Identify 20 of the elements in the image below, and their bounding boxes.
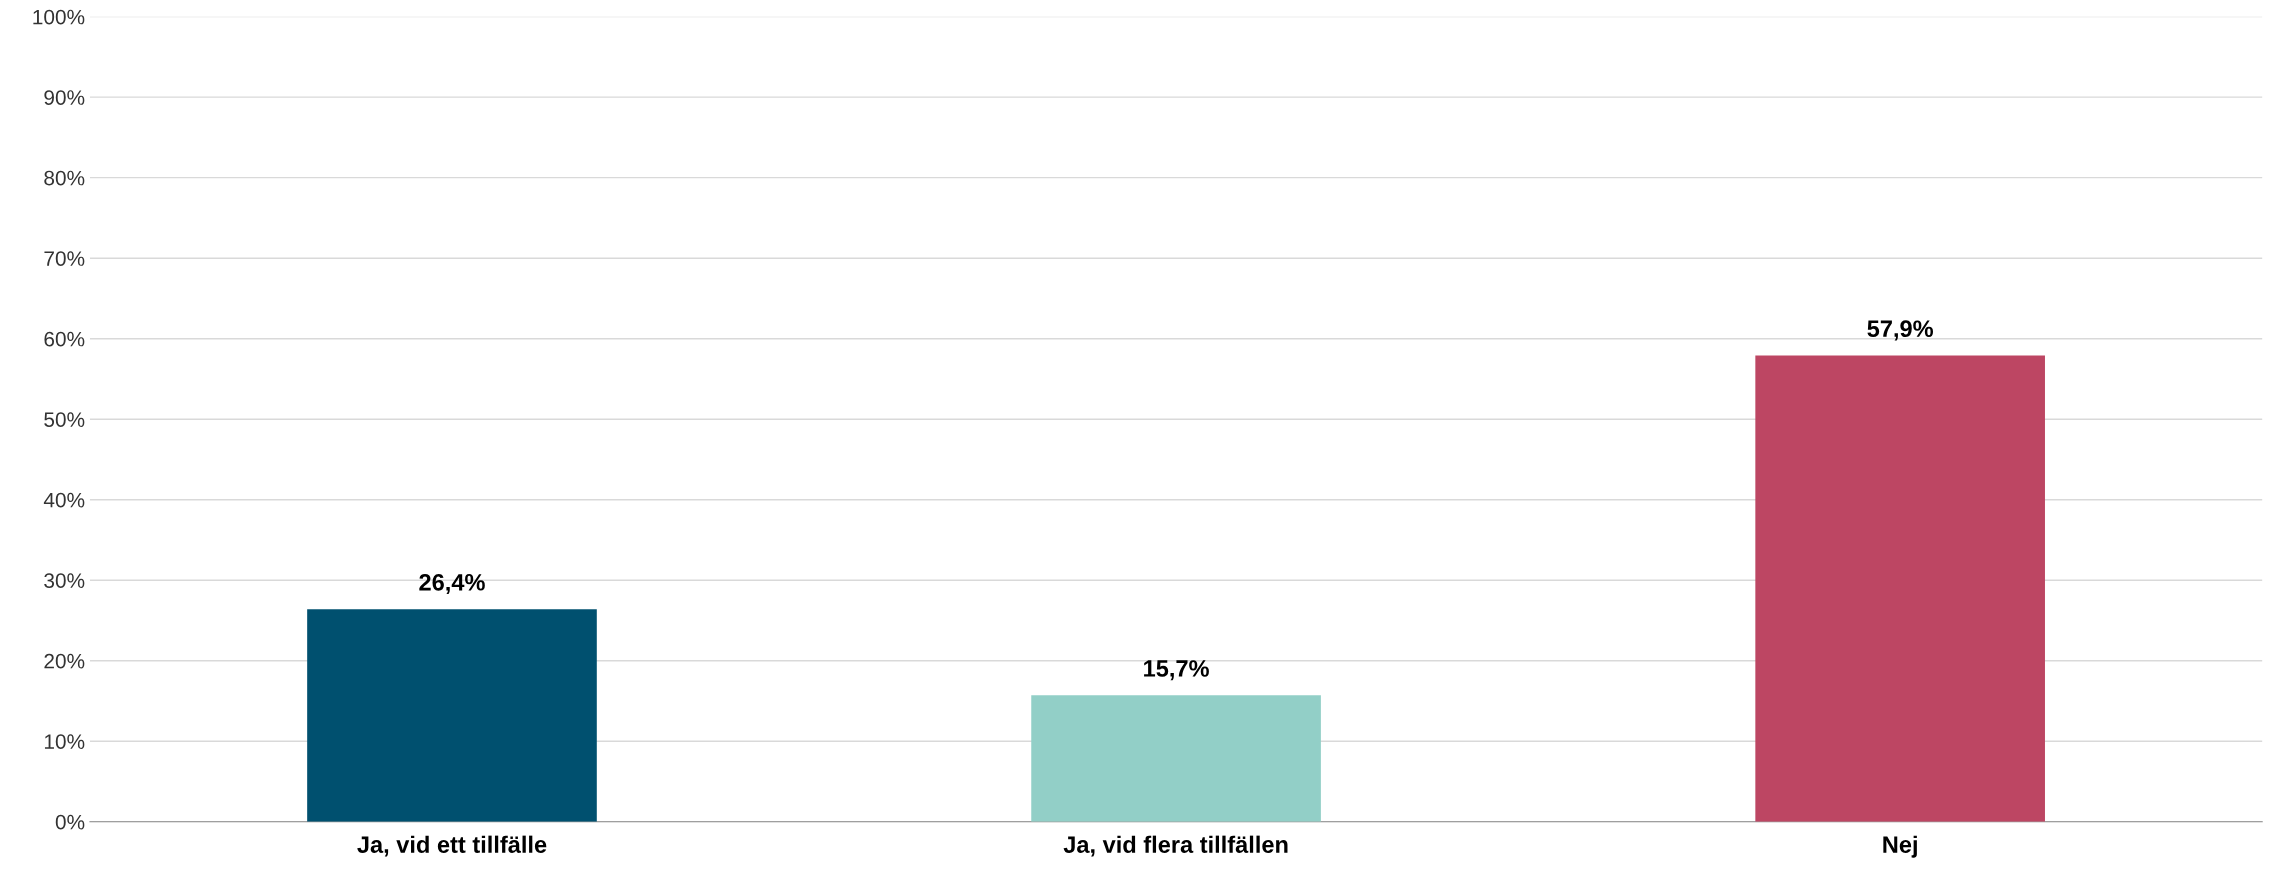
x-tick-label: Ja, vid ett tillfälle bbox=[357, 835, 547, 857]
y-tick-label: 100% bbox=[33, 9, 85, 25]
x-tick-label: Nej bbox=[1883, 835, 1917, 858]
x-tick-label: Ja, vid flera tillfällen bbox=[1063, 835, 1288, 857]
y-tick-label: 0% bbox=[55, 814, 85, 830]
bar bbox=[1755, 355, 2045, 822]
y-tick-label: 10% bbox=[44, 734, 85, 749]
data-label: 57,9% bbox=[1867, 320, 1934, 341]
y-tick-label: 30% bbox=[44, 573, 85, 588]
bar bbox=[307, 609, 597, 822]
y-tick-label: 40% bbox=[43, 492, 85, 508]
data-label: 15,7% bbox=[1144, 660, 1209, 681]
bar bbox=[1031, 695, 1321, 822]
y-tick-label: 70% bbox=[44, 251, 85, 266]
y-tick-label: 50% bbox=[44, 412, 85, 427]
y-tick-label: 20% bbox=[44, 653, 85, 669]
y-tick-label: 90% bbox=[44, 90, 85, 105]
y-tick-label: 60% bbox=[44, 331, 85, 347]
data-label: 26,4% bbox=[419, 573, 485, 595]
y-tick-label: 80% bbox=[44, 170, 85, 186]
